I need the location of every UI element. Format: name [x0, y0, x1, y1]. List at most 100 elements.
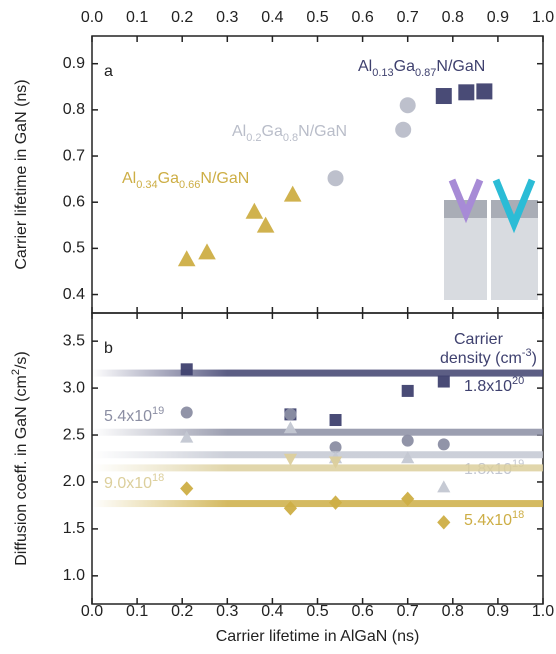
series-label-part: N/GaN	[436, 58, 485, 75]
x-tick-label: 0.2	[171, 603, 193, 620]
marker	[328, 456, 343, 469]
series-label-part: Al	[358, 58, 372, 75]
series-label: Al0.13Ga0.87N/GaN	[358, 58, 485, 79]
series-label-part: 0.13	[372, 67, 393, 79]
marker	[399, 97, 416, 114]
marker	[329, 441, 342, 454]
x-tick-label: 0.1	[126, 9, 148, 26]
panel-label: b	[104, 340, 113, 357]
marker	[180, 430, 194, 443]
series-label-part: 9.0x10	[104, 475, 152, 492]
x-tick-label: 0.0	[81, 9, 103, 26]
series-label-part: N/GaN	[298, 123, 347, 140]
legend-title-part: -3	[522, 347, 532, 359]
x-tick-label: 0.4	[261, 603, 283, 620]
series-label-part: 20	[512, 375, 524, 387]
y-axis-label-part: Diffusion coeff. in GaN (cm	[13, 375, 30, 566]
marker	[458, 84, 475, 101]
x-tick-label: 0.7	[397, 603, 419, 620]
x-tick-label: 0.0	[81, 603, 103, 620]
x-tick-label: 0.4	[261, 9, 283, 26]
series-label-part: 19	[152, 405, 164, 417]
marker	[328, 495, 343, 510]
marker	[437, 515, 451, 530]
y-tick-label: 2.0	[63, 473, 85, 490]
level-band	[92, 464, 543, 472]
x-tick-label: 0.5	[306, 9, 328, 26]
x-tick-label: 0.8	[442, 9, 464, 26]
level-band	[92, 369, 543, 377]
marker	[476, 83, 493, 100]
y-tick-label: 0.8	[63, 101, 85, 118]
marker	[177, 250, 196, 267]
level-band	[92, 451, 543, 459]
x-tick-label: 1.0	[532, 603, 554, 620]
marker	[283, 421, 298, 434]
y-tick-label: 0.4	[63, 286, 85, 303]
y-tick-label: 0.9	[63, 55, 85, 72]
marker	[401, 384, 414, 397]
marker	[401, 451, 415, 464]
series-label-part: 0.66	[179, 179, 200, 191]
marker	[198, 243, 216, 260]
x-tick-label: 0.1	[126, 603, 148, 620]
marker	[180, 363, 193, 376]
series-label-part: Ga	[262, 123, 283, 140]
marker	[401, 491, 415, 507]
series-label: 5.4x1019	[104, 405, 164, 425]
series-label-part: 5.4x10	[104, 408, 152, 425]
x-tick-label: 1.0	[532, 9, 554, 26]
marker	[329, 414, 342, 427]
series-label: 1.8x1020	[464, 375, 524, 395]
marker	[395, 121, 412, 138]
x-tick-label: 0.5	[306, 603, 328, 620]
x-tick-label: 0.8	[442, 603, 464, 620]
marker	[256, 216, 275, 233]
series-label-part: Ga	[158, 170, 179, 187]
x-axis-label: Carrier lifetime in AlGaN (ns)	[216, 628, 420, 645]
series-label-part: 5.4x10	[464, 512, 512, 529]
marker	[327, 170, 344, 187]
series-label-part: 0.87	[415, 67, 436, 79]
series-label-part: 0.34	[136, 179, 157, 191]
y-tick-label: 0.5	[63, 240, 85, 257]
series-label-part: Ga	[394, 58, 415, 75]
level-band	[92, 500, 543, 508]
marker	[284, 408, 297, 421]
marker	[283, 453, 298, 466]
level-band	[92, 428, 543, 436]
x-tick-label: 0.7	[397, 9, 419, 26]
series-label: Al0.2Ga0.8N/GaN	[232, 123, 347, 144]
inset-schematic	[444, 178, 538, 300]
y-axis-label-part: 2	[10, 369, 22, 375]
marker	[283, 185, 302, 202]
marker	[283, 501, 298, 516]
x-tick-label: 0.3	[216, 9, 238, 26]
marker	[437, 375, 450, 388]
series-label-part: N/GaN	[200, 170, 249, 187]
y-tick-label: 3.0	[63, 379, 85, 396]
x-tick-label: 0.6	[351, 603, 373, 620]
series-label: 5.4x1018	[464, 509, 524, 529]
legend-title: density (cm-3)	[440, 347, 537, 367]
legend-title-part: density (cm	[440, 350, 522, 367]
x-tick-label: 0.9	[487, 603, 509, 620]
y-axis-label: Diffusion coeff. in GaN (cm2/s)	[10, 351, 30, 566]
marker	[437, 438, 450, 451]
x-tick-label: 0.3	[216, 603, 238, 620]
x-tick-label: 0.6	[351, 9, 373, 26]
y-tick-label: 0.7	[63, 147, 85, 164]
series-label-part: Al	[122, 170, 136, 187]
series-label-part: 18	[152, 472, 164, 484]
series-label-part: Al	[232, 123, 246, 140]
legend-title: Carrier	[454, 331, 504, 348]
x-tick-label: 0.2	[171, 9, 193, 26]
y-tick-label: 0.6	[63, 193, 85, 210]
marker	[437, 480, 451, 493]
marker	[435, 88, 452, 105]
marker	[245, 202, 264, 219]
series-label: 9.0x1018	[104, 472, 164, 492]
y-tick-label: 2.5	[63, 426, 85, 443]
series-label-part: 0.8	[283, 132, 298, 144]
